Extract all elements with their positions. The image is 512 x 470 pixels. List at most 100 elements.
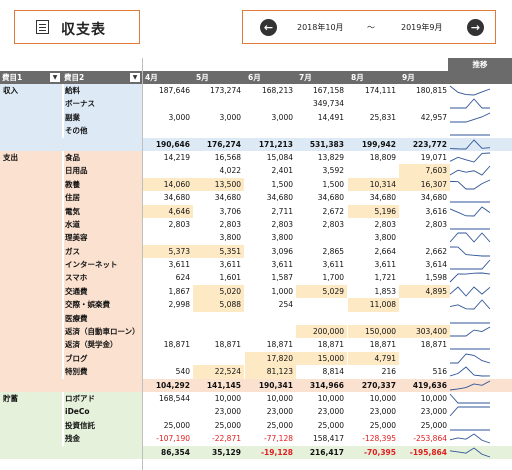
value-cell[interactable]: 5,196 [348, 204, 399, 218]
value-cell[interactable]: 18,871 [420, 340, 447, 350]
value-cell[interactable]: 168,213 [261, 86, 293, 95]
value-cell[interactable]: -77,128 [264, 434, 293, 444]
value-cell[interactable]: 2,662 [425, 246, 447, 256]
value-cell[interactable]: 25,000 [317, 420, 344, 430]
value-cell[interactable]: 5,373 [142, 244, 193, 259]
value-cell[interactable] [193, 312, 244, 325]
value-cell[interactable]: 10,000 [420, 393, 447, 403]
value-cell[interactable]: -253,864 [413, 434, 447, 444]
value-cell[interactable]: 3,611 [168, 260, 190, 270]
value-cell[interactable] [399, 298, 450, 311]
value-cell[interactable]: 23,000 [420, 407, 447, 417]
value-cell[interactable]: 3,614 [425, 260, 447, 270]
value-cell[interactable] [193, 325, 244, 338]
value-cell[interactable] [348, 164, 399, 177]
value-cell[interactable]: 14,219 [163, 152, 190, 162]
value-cell[interactable]: 1,500 [322, 179, 344, 189]
value-cell[interactable]: 167,158 [312, 86, 344, 95]
value-cell[interactable]: -22,871 [212, 434, 241, 444]
value-cell[interactable]: 23,000 [317, 407, 344, 417]
value-cell[interactable]: 10,000 [317, 393, 344, 403]
value-cell[interactable] [399, 352, 450, 365]
value-cell[interactable]: 3,096 [271, 246, 293, 256]
value-cell[interactable]: 25,000 [266, 420, 293, 430]
next-period-button[interactable]: → [467, 19, 484, 36]
value-cell[interactable]: 3,800 [271, 233, 293, 243]
value-cell[interactable]: 16,568 [214, 152, 241, 162]
value-cell[interactable]: 2,664 [374, 246, 396, 256]
value-cell[interactable]: 1,700 [322, 273, 344, 283]
value-cell[interactable]: 11,008 [348, 298, 399, 312]
value-cell[interactable]: 10,000 [369, 393, 396, 403]
value-cell[interactable]: 5,029 [296, 284, 347, 299]
value-cell[interactable]: 5,351 [193, 244, 244, 259]
value-cell[interactable]: 2,803 [168, 219, 190, 229]
value-cell[interactable] [142, 352, 193, 365]
value-cell[interactable]: 7,603 [399, 164, 450, 178]
value-cell[interactable]: 10,314 [348, 177, 399, 192]
value-cell[interactable]: 624 [175, 273, 190, 283]
value-cell[interactable] [399, 312, 450, 325]
value-cell[interactable]: 18,871 [163, 340, 190, 350]
value-cell[interactable]: 23,000 [369, 407, 396, 417]
value-cell[interactable]: 2,803 [271, 219, 293, 229]
value-cell[interactable]: 34,680 [317, 193, 344, 203]
value-cell[interactable]: 516 [432, 367, 447, 377]
value-cell[interactable]: 25,000 [369, 420, 396, 430]
value-cell[interactable] [399, 231, 450, 244]
value-cell[interactable]: 254 [278, 300, 293, 310]
value-cell[interactable]: 1,598 [425, 273, 447, 283]
value-cell[interactable]: 25,000 [420, 420, 447, 430]
value-cell[interactable] [193, 124, 244, 137]
value-cell[interactable]: 2,865 [322, 246, 344, 256]
value-cell[interactable] [296, 231, 347, 244]
value-cell[interactable]: 1,853 [374, 286, 396, 296]
value-cell[interactable] [245, 97, 296, 110]
value-cell[interactable] [142, 124, 193, 137]
value-cell[interactable]: 168,544 [158, 393, 190, 403]
value-cell[interactable] [142, 312, 193, 325]
value-cell[interactable]: 150,000 [348, 325, 399, 339]
value-cell[interactable]: 1,000 [271, 286, 293, 296]
value-cell[interactable]: 3,800 [374, 233, 396, 243]
value-cell[interactable]: 3,706 [219, 206, 241, 216]
value-cell[interactable] [245, 312, 296, 325]
value-cell[interactable]: 18,871 [214, 340, 241, 350]
value-cell[interactable]: 23,000 [214, 407, 241, 417]
value-cell[interactable] [245, 124, 296, 137]
cat2-header[interactable]: 費目2 [64, 71, 140, 84]
value-cell[interactable]: 16,307 [399, 177, 450, 192]
value-cell[interactable] [296, 124, 347, 137]
value-cell[interactable]: 174,111 [364, 86, 396, 95]
value-cell[interactable] [193, 352, 244, 365]
value-cell[interactable]: 540 [175, 367, 190, 377]
value-cell[interactable]: 5,020 [193, 284, 244, 299]
value-cell[interactable]: 3,611 [219, 260, 241, 270]
value-cell[interactable]: 2,803 [425, 219, 447, 229]
value-cell[interactable]: 2,998 [168, 300, 190, 310]
value-cell[interactable]: 2,672 [322, 206, 344, 216]
value-cell[interactable] [399, 97, 450, 110]
value-cell[interactable] [348, 312, 399, 325]
prev-period-button[interactable]: ← [260, 19, 277, 36]
value-cell[interactable]: 158,417 [312, 434, 344, 444]
value-cell[interactable]: 13,829 [317, 152, 344, 162]
value-cell[interactable]: 25,831 [369, 112, 396, 122]
value-cell[interactable] [348, 97, 399, 110]
value-cell[interactable]: 200,000 [296, 325, 347, 339]
value-cell[interactable]: 14,491 [317, 112, 344, 122]
value-cell[interactable]: 3,800 [219, 233, 241, 243]
value-cell[interactable]: 173,274 [209, 86, 241, 95]
value-cell[interactable]: 18,871 [317, 340, 344, 350]
value-cell[interactable]: -107,190 [156, 434, 190, 444]
value-cell[interactable] [142, 405, 193, 418]
value-cell[interactable]: 8,814 [322, 367, 344, 377]
value-cell[interactable]: 18,871 [266, 340, 293, 350]
value-cell[interactable] [193, 97, 244, 110]
value-cell[interactable]: 3,000 [219, 112, 241, 122]
value-cell[interactable]: 180,815 [415, 86, 447, 95]
value-cell[interactable]: 4,895 [399, 284, 450, 299]
value-cell[interactable]: 13,500 [193, 177, 244, 192]
value-cell[interactable]: -128,395 [362, 434, 396, 444]
value-cell[interactable]: 349,734 [312, 99, 344, 109]
